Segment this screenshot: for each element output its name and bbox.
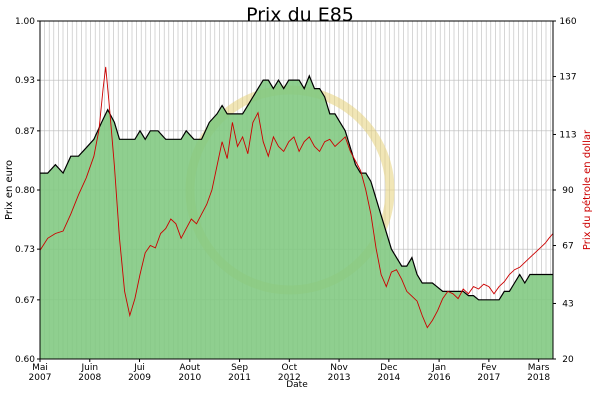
x-tick-label-year: 2013 [328, 373, 351, 383]
x-tick-label-year: 2016 [428, 373, 451, 383]
e85-area-fill [40, 75, 553, 360]
y-right-tick-label: 137 [559, 73, 576, 83]
y-left-tick-label: 0.60 [15, 355, 35, 365]
x-tick-label-month: Mars [528, 363, 550, 373]
x-tick-label-month: Jui [133, 363, 145, 373]
y-left-tick-label: 0.80 [15, 186, 35, 196]
y-axis-right-label: Prix du pétrole en dollar [581, 129, 593, 250]
y-right-tick-label: 90 [562, 186, 574, 196]
x-tick-label-month: Oct [282, 363, 298, 373]
y-right-tick-label: 113 [559, 130, 576, 140]
x-tick-label-month: Aout [179, 363, 200, 373]
x-tick-label-year: 2010 [178, 373, 201, 383]
x-tick-label-month: Dec [380, 363, 397, 373]
x-tick-label-year: 2018 [527, 373, 550, 383]
y-right-tick-label: 43 [562, 299, 573, 309]
x-axis-label: Date [286, 380, 308, 390]
x-tick-label-month: Fev [481, 363, 497, 373]
x-tick-label-month: Nov [330, 363, 348, 373]
x-tick-label-year: 2008 [78, 373, 101, 383]
x-tick-label-year: 2007 [29, 373, 52, 383]
y-right-tick-label: 67 [562, 242, 573, 252]
y-left-tick-label: 0.93 [15, 76, 35, 86]
x-tick-label-year: 2011 [228, 373, 251, 383]
y-right-tick-label: 160 [559, 17, 576, 27]
x-tick-label-month: Sep [231, 363, 248, 373]
x-tick-label-year: 2014 [377, 373, 400, 383]
x-tick-label-year: 2012 [278, 373, 301, 383]
x-tick-label-year: 2009 [128, 373, 151, 383]
x-tick-label-month: Juin [80, 363, 98, 373]
oil-price-line [39, 66, 554, 329]
y-left-tick-label: 0.87 [15, 127, 35, 137]
y-axis-left-label: Prix en euro [4, 160, 15, 220]
y-left-tick-label: 0.73 [15, 245, 35, 255]
x-tick-label-year: 2017 [477, 373, 500, 383]
y-right-tick-label: 20 [562, 355, 574, 365]
x-tick-label-month: Mai [32, 363, 48, 373]
y-left-tick-label: 0.67 [15, 296, 35, 306]
y-left-tick-label: 1.00 [15, 17, 35, 27]
x-tick-label-month: Jan [431, 363, 446, 373]
e85-price-line [40, 74, 553, 301]
